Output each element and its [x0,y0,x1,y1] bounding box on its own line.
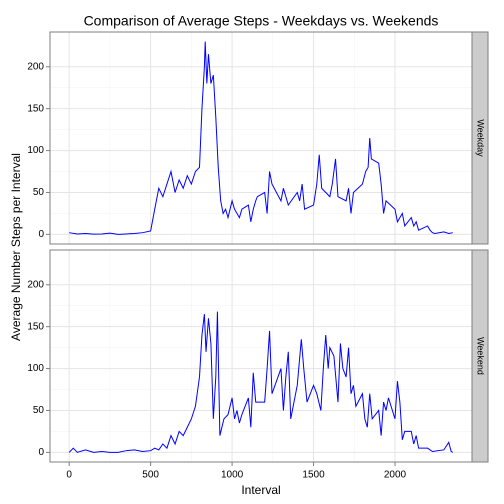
y-tick-label: 150 [27,321,44,332]
strip-background [471,31,489,245]
x-axis-label: Interval [241,483,280,497]
y-axis-label: Average Number Steps per Interval [9,153,23,341]
data-line [69,41,453,235]
strip-background [471,249,489,463]
panel-background [50,32,472,244]
y-tick-label: 0 [38,229,44,240]
x-tick-label: 500 [142,470,159,481]
y-tick-label: 200 [27,279,44,290]
y-tick-label: 0 [38,447,44,458]
y-tick-label: 150 [27,103,44,114]
strip-label: Weekday [476,119,486,157]
y-tick-label: 100 [27,363,44,374]
y-tick-label: 50 [33,187,45,198]
y-tick-label: 200 [27,61,44,72]
panel-background [50,250,472,462]
x-tick-label: 2000 [384,470,407,481]
x-tick-label: 1000 [221,470,244,481]
data-line [68,311,454,453]
strip-label: Weekend [476,337,486,375]
x-tick-label: 0 [66,470,72,481]
y-tick-label: 50 [33,405,45,416]
chart-title: Comparison of Average Steps - Weekdays v… [84,13,439,29]
x-tick-label: 1500 [302,470,325,481]
y-tick-label: 100 [27,145,44,156]
